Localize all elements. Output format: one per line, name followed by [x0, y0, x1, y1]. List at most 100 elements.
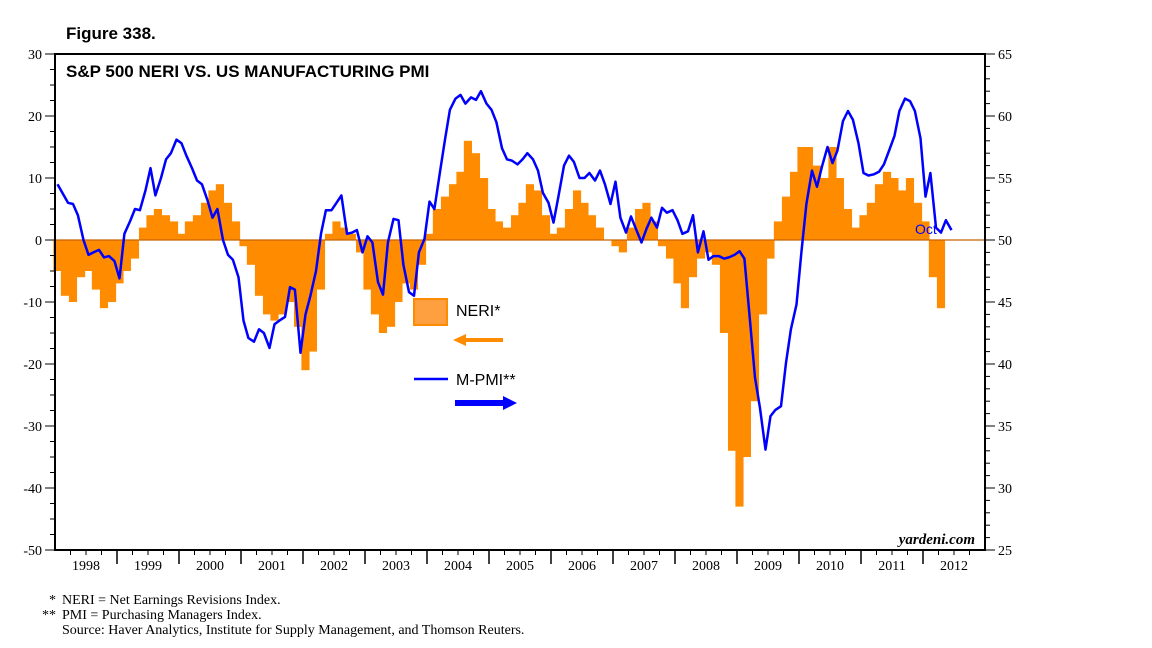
footnote-mark — [30, 623, 62, 638]
neri-bar — [409, 240, 419, 290]
neri-bar — [781, 196, 791, 240]
left-tick-label: -30 — [23, 420, 42, 435]
footnote-row: * NERI = Net Earnings Revisions Index. — [30, 593, 524, 608]
neri-bar — [316, 240, 326, 290]
right-tick-label: 55 — [998, 172, 1012, 187]
neri-bar — [448, 184, 458, 240]
neri-bar — [572, 190, 582, 240]
neri-bar — [246, 240, 255, 265]
left-tick-label: -40 — [23, 482, 42, 497]
neri-bar — [859, 215, 868, 240]
footnote-text: NERI = Net Earnings Revisions Index. — [62, 593, 281, 608]
neri-bar — [215, 184, 224, 240]
neri-bar — [177, 233, 186, 240]
year-label: 2001 — [258, 559, 286, 574]
right-tick-label: 65 — [998, 48, 1012, 63]
neri-bar — [820, 178, 830, 240]
right-tick-label: 35 — [998, 420, 1012, 435]
neri-bar — [936, 240, 946, 309]
neri-bar — [696, 240, 706, 259]
neri-bar — [68, 240, 78, 302]
neri-bar — [874, 184, 884, 240]
right-tick-label: 25 — [998, 544, 1012, 559]
neri-bar — [634, 209, 644, 240]
year-label: 2009 — [754, 559, 782, 574]
right-tick-label: 40 — [998, 358, 1012, 373]
neri-bar — [401, 240, 410, 284]
neri-bar — [440, 196, 450, 240]
left-tick-label: -10 — [23, 296, 42, 311]
neri-bar — [463, 140, 472, 240]
neri-bar — [99, 240, 109, 309]
neri-bar — [866, 202, 875, 240]
neri-bar — [339, 227, 348, 240]
right-axis: 65 60 55 50 45 40 35 30 25 — [985, 48, 1012, 559]
footnote-row: ** PMI = Purchasing Managers Index. — [30, 608, 524, 623]
footnote-mark: * — [49, 593, 56, 608]
right-tick-label: 30 — [998, 482, 1012, 497]
right-tick-label: 50 — [998, 234, 1012, 249]
legend-pmi-label: M-PMI** — [456, 372, 516, 389]
neri-bar — [254, 240, 264, 296]
neri-bar — [146, 215, 155, 240]
year-label: 2008 — [692, 559, 720, 574]
neri-bar — [828, 147, 837, 240]
left-tick-label: 30 — [28, 48, 42, 63]
neri-bar — [153, 209, 162, 240]
neri-bar — [510, 215, 520, 240]
neri-bar — [138, 227, 148, 240]
neri-bar — [370, 240, 379, 315]
plot-frame — [54, 53, 986, 551]
neri-bar — [797, 147, 806, 240]
neri-bar — [192, 215, 202, 240]
neri-bar — [580, 202, 589, 240]
neri-bar — [657, 240, 667, 247]
neri-bar — [76, 240, 86, 278]
neri-bar — [223, 202, 233, 240]
year-label: 1999 — [134, 559, 162, 574]
neri-bar — [766, 240, 775, 259]
right-arrow-icon — [455, 396, 517, 410]
neri-bar — [285, 240, 295, 302]
neri-bar — [704, 240, 713, 253]
neri-bar — [262, 240, 272, 315]
neri-bar — [735, 240, 744, 507]
neri-bar — [556, 227, 565, 240]
footnote-row: Source: Haver Analytics, Institute for S… — [30, 623, 524, 638]
pmi-line — [56, 89, 953, 451]
neri-bar — [812, 165, 822, 240]
neri-bar — [680, 240, 689, 309]
neri-bar — [587, 215, 596, 240]
left-tick-label: 10 — [28, 172, 42, 187]
neri-bar — [882, 171, 892, 240]
neri-bar — [301, 240, 310, 371]
year-label: 2007 — [630, 559, 658, 574]
figure-label: Figure 338. — [66, 24, 156, 43]
neri-bar — [564, 209, 574, 240]
neri-bar — [928, 240, 937, 278]
year-label: 2010 — [816, 559, 844, 574]
neri-bar — [53, 240, 62, 271]
neri-bar — [727, 240, 737, 451]
left-tick-label: -20 — [23, 358, 42, 373]
oct-annotation: Oct — [915, 221, 937, 237]
neri-bar — [533, 190, 543, 240]
credit-label: yardeni.com — [897, 532, 975, 548]
neri-bar — [107, 240, 117, 302]
year-label: 1998 — [72, 559, 100, 574]
neri-bar — [913, 202, 923, 240]
neri-bar — [130, 240, 140, 259]
neri-bar — [347, 233, 357, 240]
neri-bar — [549, 233, 558, 240]
left-tick-label: 20 — [28, 110, 42, 125]
footnote-mark: ** — [42, 608, 56, 623]
neri-bar — [231, 221, 241, 240]
neri-bar — [502, 227, 512, 240]
chart-title: S&P 500 NERI VS. US MANUFACTURING PMI — [66, 62, 429, 81]
right-tick-label: 45 — [998, 296, 1012, 311]
neri-bar — [169, 221, 179, 240]
year-label: 2002 — [320, 559, 348, 574]
neri-bar — [200, 202, 210, 240]
neri-bar — [60, 240, 69, 296]
